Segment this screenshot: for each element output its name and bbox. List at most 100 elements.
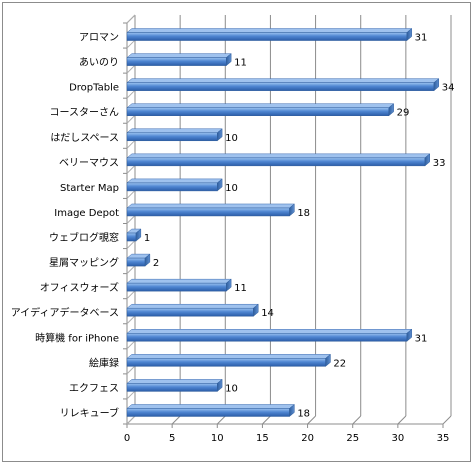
bar-end-face [226,278,232,292]
x-tick-label: 15 [256,433,269,444]
bar [126,157,426,167]
category-label: 星屑マッピング [49,256,119,269]
bar-top-face [126,203,296,209]
floor-gridline [352,415,362,425]
wall-diagonal [126,415,136,425]
bar-end-face [289,403,295,418]
data-label: 2 [153,258,159,269]
bar-group [126,153,431,167]
bar [126,82,435,91]
labels: 0 5 10 15 20 25 30 35 アロマン 31 あいのり 11 DropTable 34 コース… [11,33,455,444]
data-label: 1 [144,233,150,244]
data-label: 11 [234,283,247,294]
wall-diagonal [126,340,136,350]
wall-diagonal [126,64,136,74]
bar-group [126,403,296,418]
floor-gridline [171,415,181,425]
wall-diagonal [126,89,136,99]
bar [126,57,227,66]
bar-end-face [217,178,223,192]
category-label: オフィスウォーズ [40,281,119,294]
category-label: アイディアデータベース [11,306,119,319]
bar-top-face [126,303,259,309]
wall-diagonal [126,114,136,124]
bar-group [126,103,395,117]
data-label: 18 [297,408,310,419]
bar-group [126,178,223,192]
floor-gridline [216,415,226,425]
bar [126,383,218,392]
bar-top-face [126,329,413,334]
bar [126,182,218,192]
bars [126,27,440,418]
bar-top-face [126,404,296,409]
bar-end-face [325,353,331,367]
bar [126,32,408,41]
bar-end-face [253,303,259,317]
category-label: はだしスペース [50,132,119,144]
data-label: 33 [433,158,446,169]
data-label: 34 [442,83,455,94]
wall-diagonal [126,139,136,149]
bar-end-face [217,378,223,392]
bar-group [126,378,223,392]
data-label: 18 [297,208,310,219]
category-label: コースターさん [50,107,120,119]
data-label: 29 [397,108,410,119]
bar-top-face [126,53,232,58]
wall-diagonal [126,290,136,300]
floor-gridline [442,415,452,425]
category-label: アロマン [79,33,119,44]
bar-group [126,303,259,317]
category-label: リレキューブ [60,406,119,419]
bar-group [126,53,232,67]
data-label: 10 [225,183,238,194]
bar [126,282,227,292]
x-tick-label: 30 [391,433,404,444]
x-tick-label: 25 [346,433,359,444]
category-label: エクフェス [69,382,119,394]
bar-group [126,253,151,267]
category-label: Image Depot [54,208,119,219]
bar [126,257,146,267]
wall-diagonal [126,240,136,249]
bar [126,107,390,116]
wall-diagonal [126,215,136,224]
bar-top-face [126,128,223,134]
bar-group [126,353,332,367]
wall-diagonal [126,190,136,199]
x-tick-label: 20 [301,433,314,444]
bar-end-face [433,78,440,92]
data-label: 31 [415,333,428,344]
bar [126,333,408,342]
wall-diagonal [126,265,136,274]
data-label: 22 [333,358,346,369]
bar [126,307,254,317]
bar-end-face [226,53,232,67]
bar-end-face [424,153,430,167]
bar [126,132,218,142]
wall-diagonal [126,315,136,325]
bar-top-face [126,278,232,284]
bar [126,232,137,242]
bar-group [126,27,413,42]
data-label: 31 [415,33,428,44]
bar-end-face [144,253,151,267]
data-label: 10 [225,383,238,394]
category-label: 時算機 for iPhone [35,331,119,344]
category-label: Starter Map [60,183,119,194]
data-label: 10 [225,133,238,144]
wall-diagonal [126,165,136,174]
bar-group [126,228,142,242]
wall-diagonal [126,39,136,49]
x-tick-label: 35 [437,433,450,444]
category-label: DropTable [69,83,119,94]
bar [126,408,290,417]
bar-end-face [406,27,412,42]
bar-group [126,128,223,142]
floor-gridline [397,415,407,425]
x-tick-label: 0 [124,433,130,444]
bar-end-face [388,103,394,117]
x-tick-label: 10 [211,433,224,444]
